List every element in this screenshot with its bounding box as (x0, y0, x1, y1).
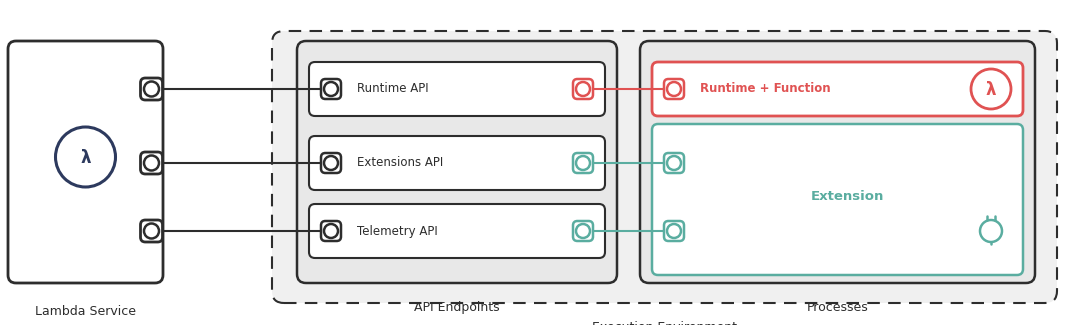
FancyBboxPatch shape (321, 221, 341, 241)
Circle shape (576, 82, 590, 96)
FancyBboxPatch shape (141, 220, 162, 242)
FancyBboxPatch shape (573, 221, 593, 241)
Circle shape (667, 82, 681, 96)
FancyBboxPatch shape (652, 124, 1023, 275)
Circle shape (144, 224, 159, 239)
FancyBboxPatch shape (664, 153, 684, 173)
Text: Telemetry API: Telemetry API (357, 225, 438, 238)
FancyBboxPatch shape (321, 79, 341, 99)
FancyBboxPatch shape (309, 204, 605, 258)
FancyBboxPatch shape (309, 136, 605, 190)
Circle shape (324, 82, 338, 96)
FancyBboxPatch shape (297, 41, 617, 283)
FancyBboxPatch shape (664, 79, 684, 99)
Circle shape (971, 69, 1012, 109)
Text: Processes: Processes (807, 301, 869, 314)
Circle shape (980, 220, 1002, 242)
Circle shape (144, 82, 159, 97)
Text: Execution Environment: Execution Environment (592, 321, 738, 325)
FancyBboxPatch shape (309, 62, 605, 116)
Text: λ: λ (80, 149, 91, 167)
Text: Runtime + Function: Runtime + Function (700, 83, 831, 96)
Text: Extension: Extension (811, 190, 884, 203)
FancyBboxPatch shape (8, 41, 164, 283)
Circle shape (667, 224, 681, 238)
Circle shape (144, 155, 159, 171)
FancyBboxPatch shape (141, 78, 162, 100)
Circle shape (324, 224, 338, 238)
Circle shape (324, 156, 338, 170)
Text: Runtime API: Runtime API (357, 83, 429, 96)
FancyBboxPatch shape (272, 31, 1057, 303)
Text: Extensions API: Extensions API (357, 157, 443, 170)
Text: λ: λ (986, 81, 996, 99)
FancyBboxPatch shape (573, 153, 593, 173)
FancyBboxPatch shape (321, 153, 341, 173)
FancyBboxPatch shape (573, 79, 593, 99)
Circle shape (55, 127, 116, 187)
Circle shape (576, 156, 590, 170)
Text: Lambda Service: Lambda Service (35, 305, 136, 318)
Text: API Endpoints: API Endpoints (414, 301, 500, 314)
FancyBboxPatch shape (141, 152, 162, 174)
FancyBboxPatch shape (664, 221, 684, 241)
FancyBboxPatch shape (640, 41, 1035, 283)
Circle shape (667, 156, 681, 170)
FancyBboxPatch shape (652, 62, 1023, 116)
Circle shape (576, 224, 590, 238)
